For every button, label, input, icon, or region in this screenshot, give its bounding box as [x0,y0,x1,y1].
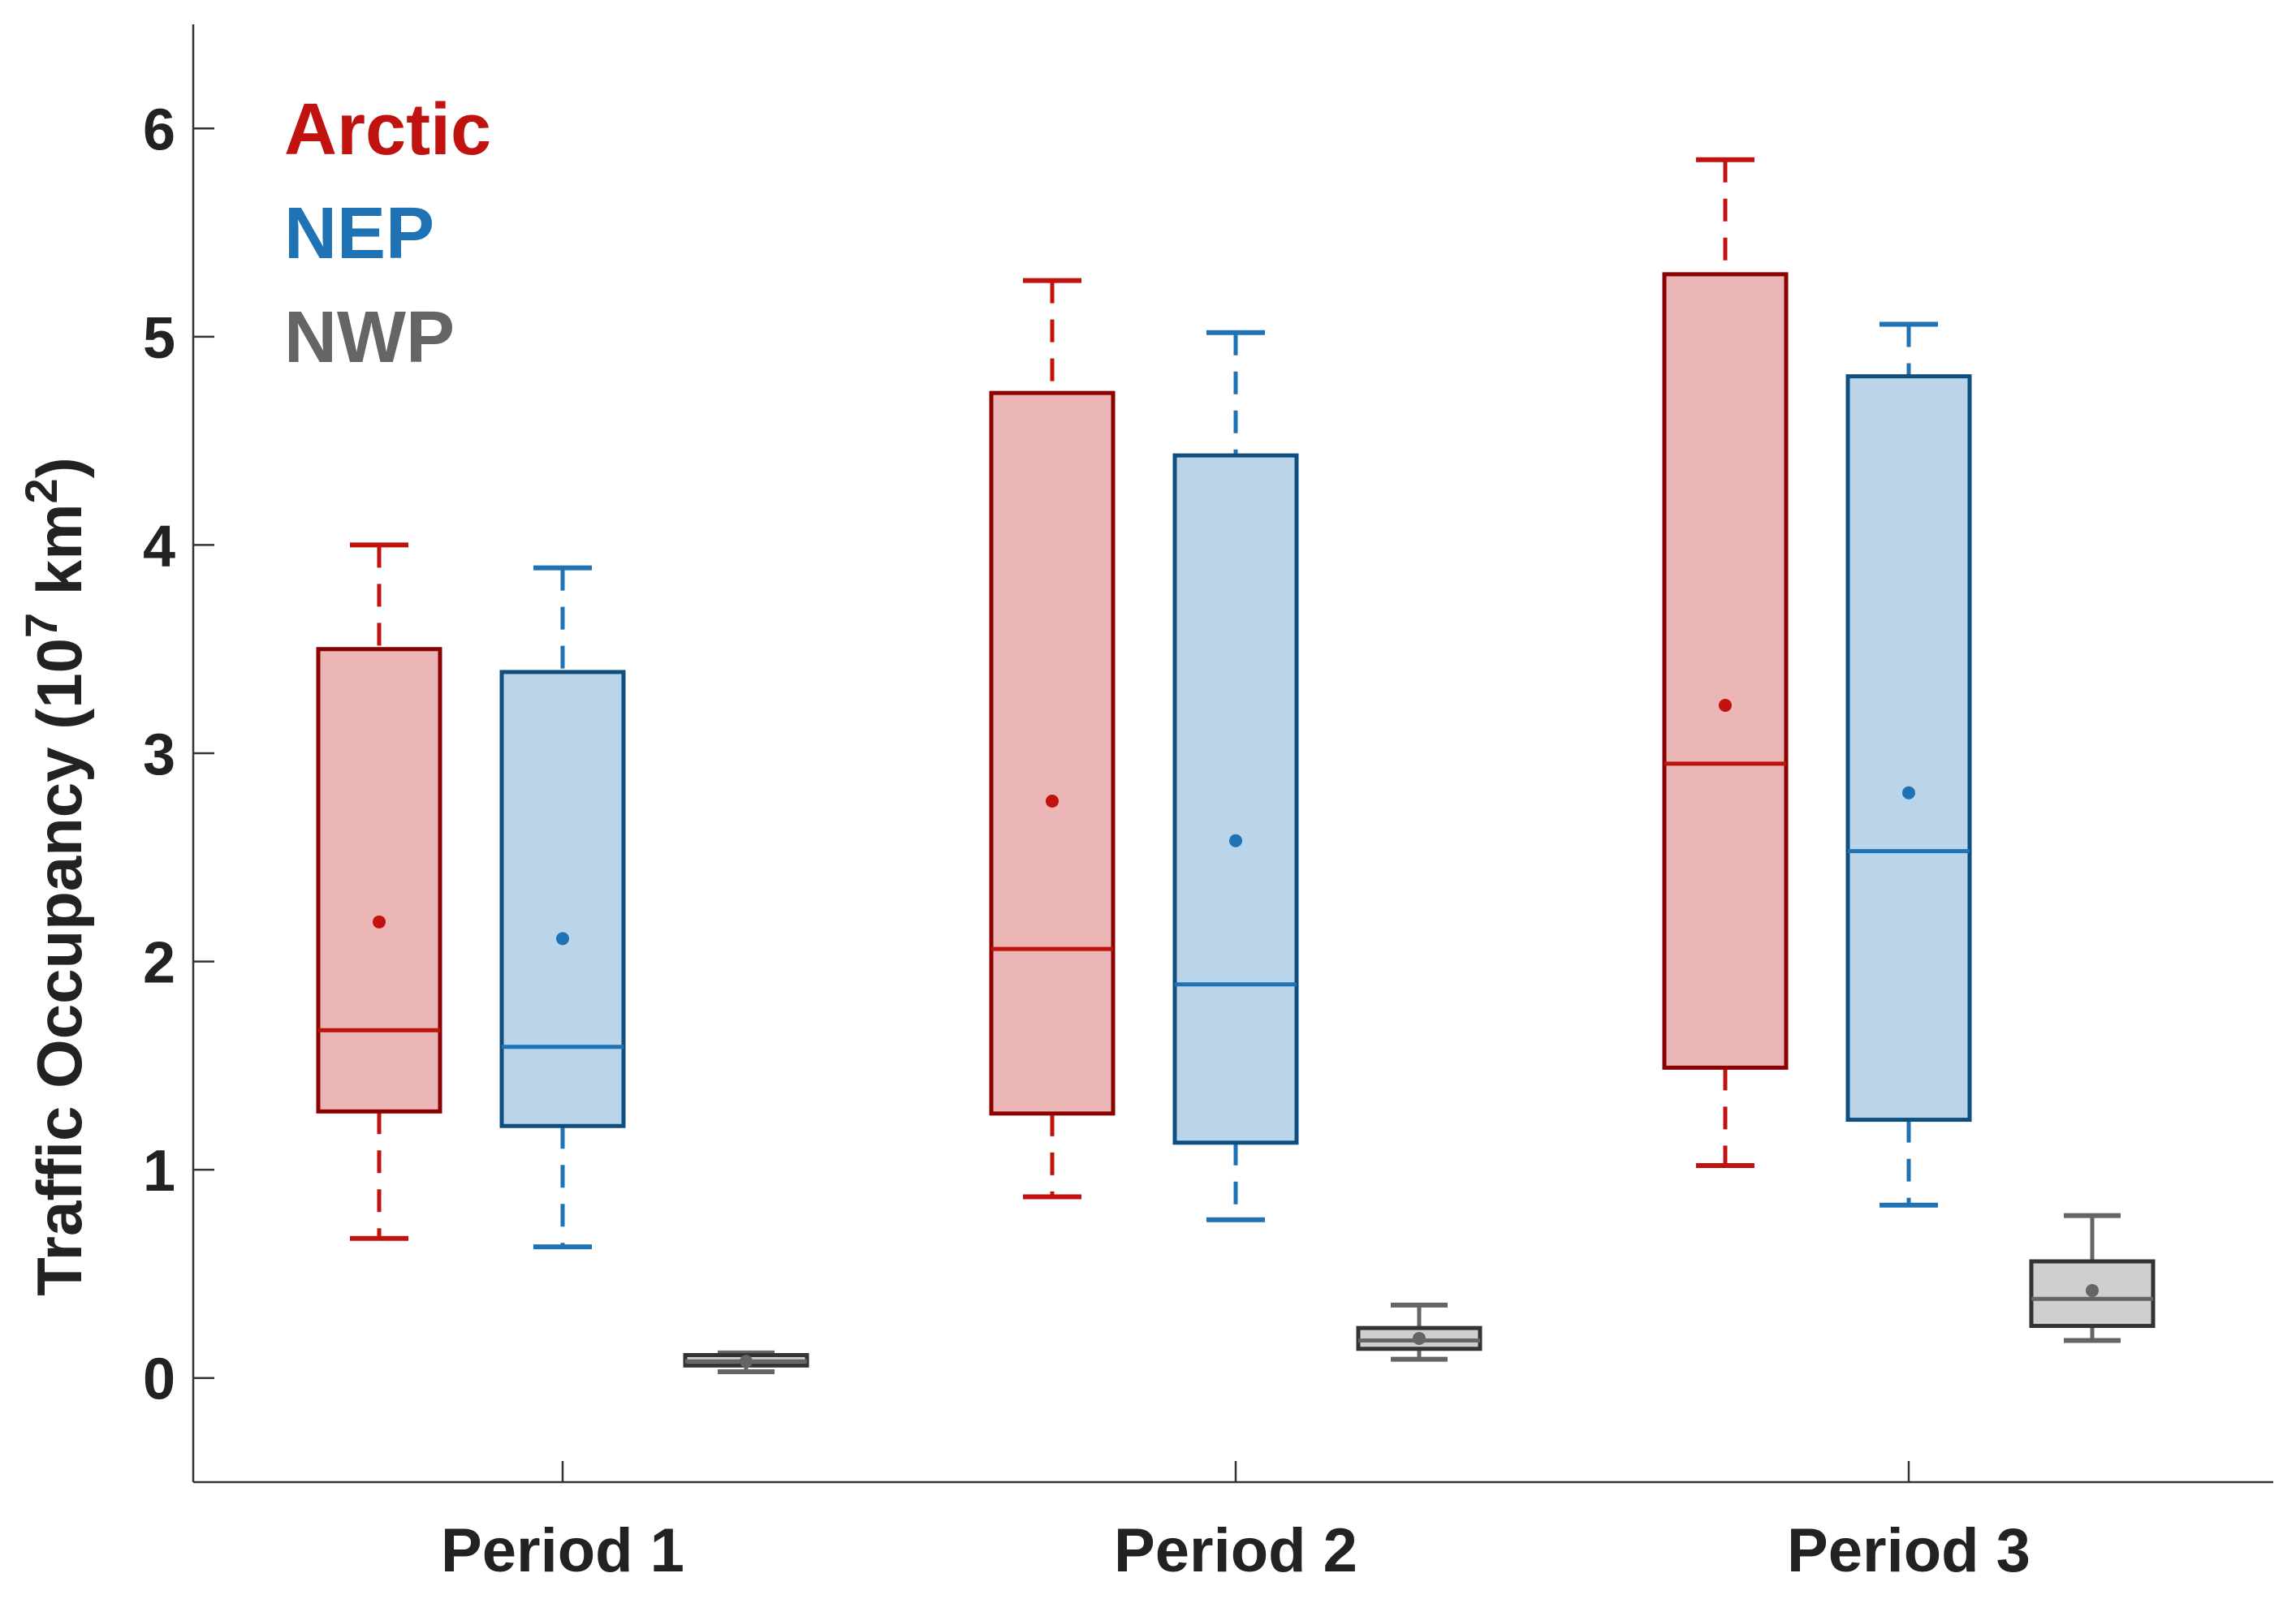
x-tick-label: Period 3 [1787,1516,2031,1585]
y-tick-label: 6 [143,97,175,162]
legend: Arctic NEP NWP [284,89,491,378]
box-arctic [316,647,442,1114]
mean-point-arctic [1046,795,1059,808]
mean-point-nwp [740,1355,753,1368]
mean-point-arctic [373,915,386,929]
y-tick-label: 5 [143,306,175,371]
y-tick-label: 3 [143,722,175,787]
mean-point-arctic [1719,698,1732,712]
mean-point-nep [1902,786,1915,800]
legend-entry-nep: NEP [284,193,434,274]
plot-area: 0 1 2 3 4 5 6 Period 1 Period 2 Period 3 [143,24,2273,1585]
mean-point-nwp [2086,1283,2099,1297]
y-axis-label: Traffic Occupancy (107 km2) [15,457,95,1295]
legend-entry-arctic: Arctic [284,89,491,170]
mean-point-nwp [1413,1331,1426,1345]
box-nep [1845,374,1972,1123]
box-arctic [1662,272,1789,1070]
mean-point-nep [1229,834,1242,847]
box-arctic [989,390,1116,1116]
x-tick-label: Period 2 [1114,1516,1357,1585]
y-tick-label: 1 [143,1139,175,1204]
y-tick-label: 0 [143,1347,175,1412]
x-tick-label: Period 1 [441,1516,684,1585]
y-tick-label: 2 [143,931,175,996]
box-nep [1172,453,1299,1145]
y-tick-label: 4 [143,514,175,579]
box-nep [499,670,626,1128]
mean-point-nep [556,932,569,946]
legend-entry-nwp: NWP [284,297,455,378]
